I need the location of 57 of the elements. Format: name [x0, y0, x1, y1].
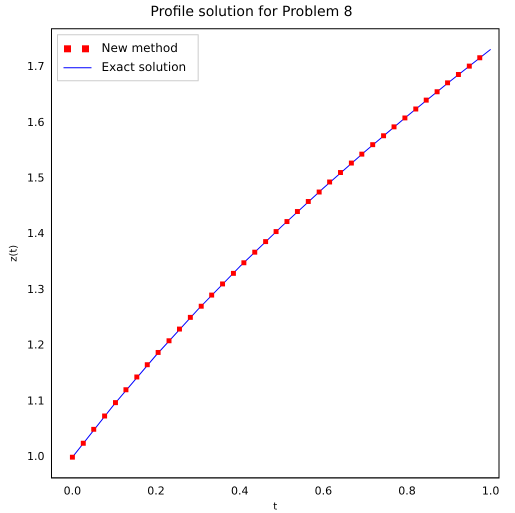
point	[241, 260, 246, 266]
chart-title: Profile solution for Problem 8	[150, 4, 353, 20]
point	[348, 160, 354, 166]
x-tick-label: 0.8	[398, 484, 416, 498]
point	[91, 426, 96, 432]
y-axis-title: z(t)	[8, 244, 20, 262]
point	[113, 400, 118, 406]
point	[102, 413, 108, 418]
point	[434, 89, 440, 94]
point	[70, 454, 75, 460]
point	[198, 304, 204, 309]
point	[156, 350, 161, 355]
point	[294, 209, 300, 214]
point	[274, 229, 279, 234]
x-tick-label: 1.0	[482, 484, 500, 498]
y-tick-label: 1.0	[26, 450, 44, 464]
x-tick-label: 0.0	[64, 484, 82, 498]
point	[209, 292, 214, 298]
point	[456, 72, 461, 77]
point	[230, 270, 236, 276]
point	[370, 142, 376, 148]
point	[188, 314, 193, 320]
point	[263, 239, 268, 244]
point	[359, 152, 364, 157]
y-tick-label: 1.4	[26, 227, 44, 240]
y-tick-label: 1.5	[26, 172, 44, 185]
point	[413, 106, 418, 112]
point	[381, 133, 386, 138]
y-tick-label: 1.3	[26, 282, 44, 296]
point	[316, 190, 322, 194]
y-tick-label: 1.6	[26, 116, 44, 129]
point	[284, 219, 290, 224]
y-tick-label: 1.1	[26, 394, 44, 408]
x-tick-label: 0.4	[230, 484, 248, 498]
point	[80, 440, 86, 446]
point	[134, 374, 140, 380]
point	[402, 115, 408, 120]
point	[445, 80, 450, 86]
point	[220, 281, 226, 286]
point	[327, 180, 332, 184]
point	[306, 199, 311, 204]
legend-label: New method	[101, 40, 178, 55]
point	[338, 170, 343, 175]
point	[123, 387, 128, 392]
point	[176, 326, 182, 332]
point	[392, 124, 396, 130]
point	[424, 98, 429, 103]
legend-label: Exact solution	[101, 60, 186, 74]
point	[466, 64, 472, 69]
y-tick-label: 1.2	[26, 338, 44, 352]
x-tick-label: 0.2	[147, 484, 165, 498]
x-axis-title: t	[273, 502, 278, 513]
y-tick-label: 1.7	[26, 60, 44, 74]
point	[166, 338, 172, 344]
x-tick-label: 0.6	[314, 484, 332, 498]
point	[252, 250, 258, 255]
point	[144, 362, 150, 368]
